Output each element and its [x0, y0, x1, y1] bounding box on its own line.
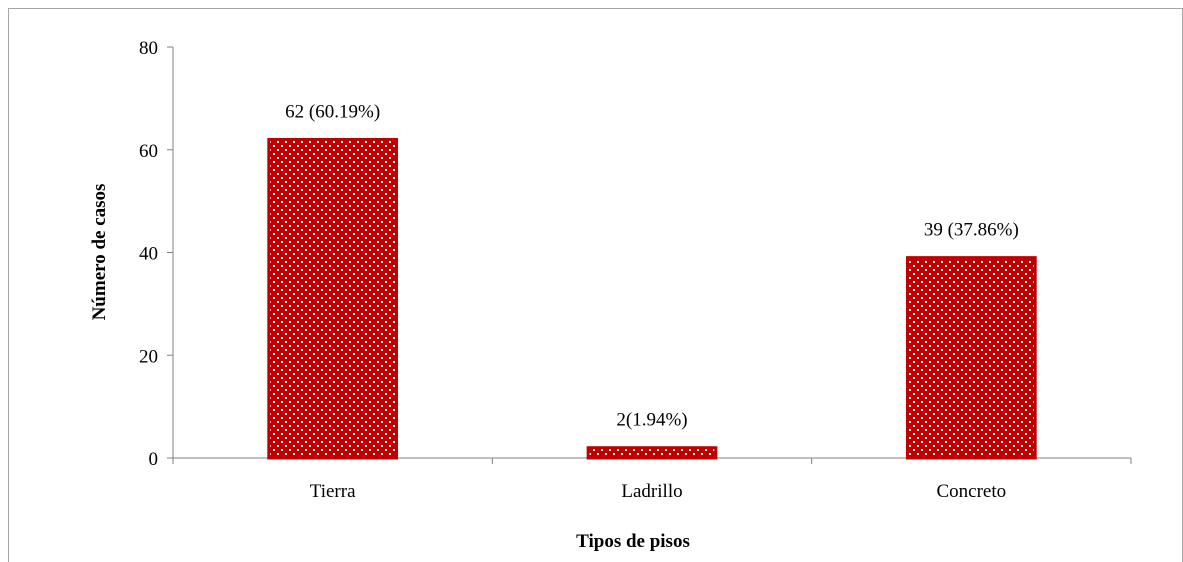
- y-tick-label: 60: [139, 141, 158, 162]
- y-tick-label: 0: [149, 449, 159, 470]
- y-tick-label: 20: [139, 346, 158, 367]
- y-tick-label: 40: [139, 244, 158, 265]
- data-label: 39 (37.86%): [924, 220, 1019, 241]
- labels: 0 20 40 60 80 62 (60.19%) Tierra 2(1.94%) Ladril…: [139, 38, 1019, 502]
- data-label: 2(1.94%): [616, 410, 687, 431]
- bar-ladrillo: [586, 446, 718, 460]
- data-label: 62 (60.19%): [285, 101, 380, 122]
- bar-tierra: [267, 137, 399, 460]
- x-tick-label: Ladrillo: [621, 481, 682, 502]
- x-tick-label: Tierra: [310, 481, 356, 502]
- y-axis-title: Número de casos: [89, 184, 110, 321]
- x-tick-label: Concreto: [937, 481, 1007, 502]
- bars: [267, 137, 1037, 460]
- bar-concreto: [905, 256, 1037, 460]
- y-tick-label: 80: [139, 38, 158, 59]
- x-axis-title: Tipos de pisos: [576, 531, 690, 552]
